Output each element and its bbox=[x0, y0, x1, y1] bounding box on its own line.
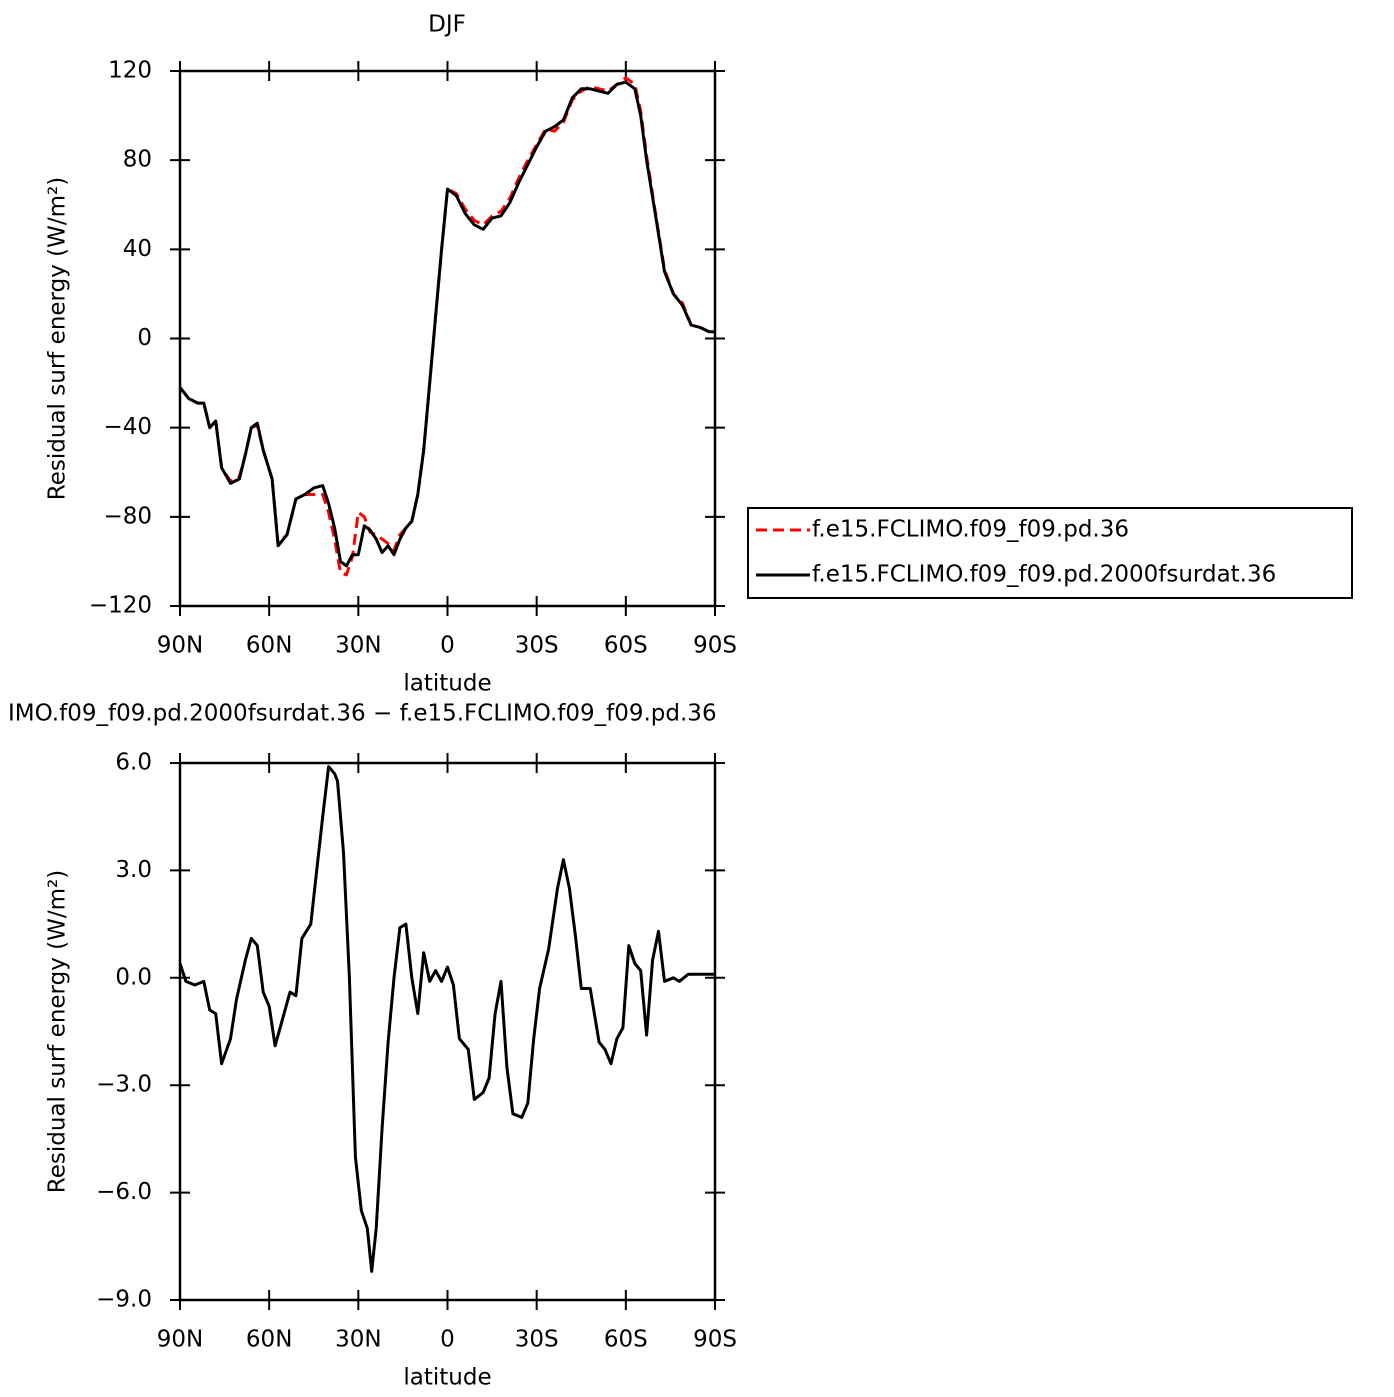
y-tick-label: 6.0 bbox=[115, 750, 152, 776]
y-tick-label: −6.0 bbox=[96, 1179, 152, 1205]
chart-title: IMO.f09_f09.pd.2000fsurdat.36 − f.e15.FC… bbox=[8, 701, 717, 727]
x-tick-label: 30S bbox=[515, 1327, 559, 1353]
plot-frame bbox=[178, 761, 717, 1302]
legend-label: f.e15.FCLIMO.f09_f09.pd.2000fsurdat.36 bbox=[812, 562, 1276, 588]
x-axis-label: latitude bbox=[403, 671, 491, 697]
plot-frame bbox=[178, 69, 717, 608]
chart-title: DJF bbox=[428, 12, 466, 38]
y-tick-label: 120 bbox=[108, 58, 152, 84]
x-tick-label: 60S bbox=[604, 1327, 648, 1353]
x-tick-label: 90N bbox=[157, 1327, 203, 1353]
x-tick-label: 30N bbox=[335, 633, 381, 659]
x-axis-label: latitude bbox=[403, 1365, 491, 1391]
y-tick-label: 3.0 bbox=[115, 857, 152, 883]
y-tick-label: −40 bbox=[103, 414, 152, 440]
data-line bbox=[178, 80, 715, 568]
y-tick-label: 0 bbox=[137, 325, 152, 351]
y-tick-label: −3.0 bbox=[96, 1072, 152, 1098]
legend-label: f.e15.FCLIMO.f09_f09.pd.36 bbox=[812, 517, 1129, 543]
x-tick-label: 30N bbox=[335, 1327, 381, 1353]
y-tick-label: 40 bbox=[123, 236, 152, 262]
y-axis-label: Residual surf energy (W/m²) bbox=[45, 870, 71, 1193]
x-tick-label: 30S bbox=[515, 633, 559, 659]
x-tick-label: 0 bbox=[440, 1327, 455, 1353]
y-tick-label: 0.0 bbox=[115, 964, 152, 990]
y-tick-label: −120 bbox=[89, 593, 152, 619]
y-tick-label: −80 bbox=[103, 503, 152, 529]
x-tick-label: 60N bbox=[246, 1327, 292, 1353]
x-tick-label: 90N bbox=[157, 633, 203, 659]
x-tick-label: 60N bbox=[246, 633, 292, 659]
x-tick-label: 90S bbox=[693, 633, 737, 659]
y-tick-label: −9.0 bbox=[96, 1287, 152, 1313]
data-line bbox=[178, 76, 715, 577]
x-tick-label: 90S bbox=[693, 1327, 737, 1353]
y-tick-label: 80 bbox=[123, 147, 152, 173]
data-line bbox=[178, 765, 715, 1273]
y-axis-label: Residual surf energy (W/m²) bbox=[45, 177, 71, 500]
legend-box bbox=[747, 507, 1353, 599]
x-tick-label: 0 bbox=[440, 633, 455, 659]
x-tick-label: 60S bbox=[604, 633, 648, 659]
